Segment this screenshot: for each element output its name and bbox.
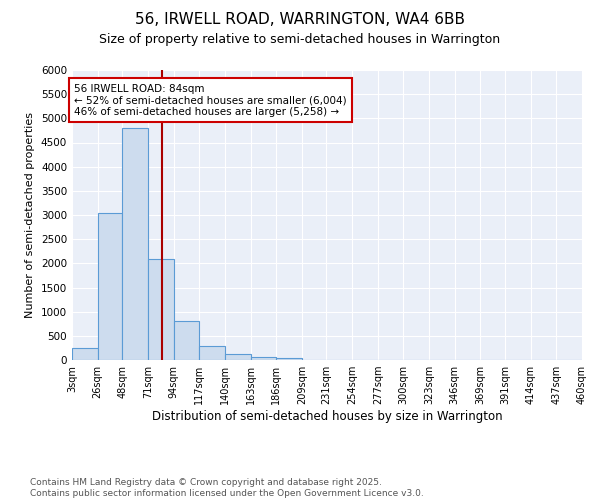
Y-axis label: Number of semi-detached properties: Number of semi-detached properties bbox=[25, 112, 35, 318]
Bar bbox=[98, 212, 122, 360]
Text: Size of property relative to semi-detached houses in Warrington: Size of property relative to semi-detach… bbox=[100, 32, 500, 46]
Bar bbox=[173, 322, 199, 360]
Bar bbox=[72, 348, 98, 360]
Bar bbox=[251, 357, 276, 360]
X-axis label: Distribution of semi-detached houses by size in Warrington: Distribution of semi-detached houses by … bbox=[152, 410, 502, 423]
Bar bbox=[276, 358, 302, 360]
Bar bbox=[122, 128, 148, 360]
Text: 56 IRWELL ROAD: 84sqm
← 52% of semi-detached houses are smaller (6,004)
46% of s: 56 IRWELL ROAD: 84sqm ← 52% of semi-deta… bbox=[74, 84, 347, 116]
Text: Contains HM Land Registry data © Crown copyright and database right 2025.
Contai: Contains HM Land Registry data © Crown c… bbox=[30, 478, 424, 498]
Bar bbox=[225, 354, 251, 360]
Bar bbox=[199, 346, 225, 360]
Text: 56, IRWELL ROAD, WARRINGTON, WA4 6BB: 56, IRWELL ROAD, WARRINGTON, WA4 6BB bbox=[135, 12, 465, 28]
Bar bbox=[148, 258, 173, 360]
